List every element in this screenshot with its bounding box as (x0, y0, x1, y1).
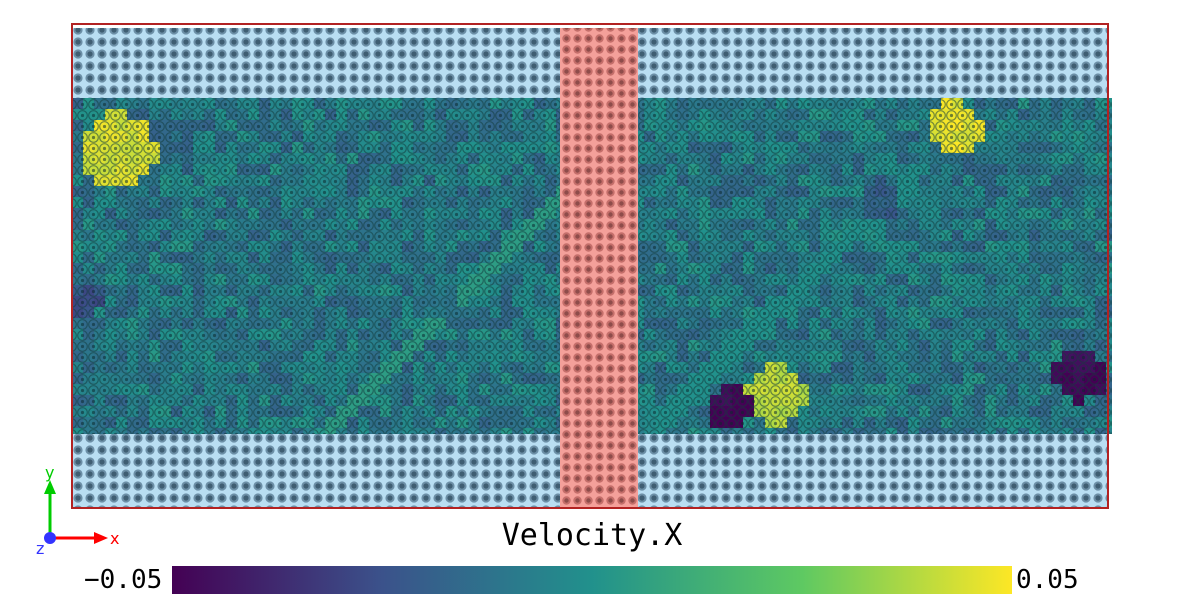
y-axis-label: y (45, 463, 54, 482)
colorbar-max-label: 0.05 (1016, 565, 1079, 595)
velocity-colored-region (72, 98, 1112, 434)
z-axis-label: z (36, 539, 44, 558)
colorbar-min-label: −0.05 (84, 565, 163, 595)
axes-triad: x y z (36, 463, 119, 558)
inclusion-column (560, 28, 638, 508)
colorbar-title: Velocity.X (501, 518, 683, 553)
simulation-cell-box (71, 23, 1109, 509)
colorbar (172, 566, 1012, 594)
x-axis-label: x (110, 529, 119, 548)
